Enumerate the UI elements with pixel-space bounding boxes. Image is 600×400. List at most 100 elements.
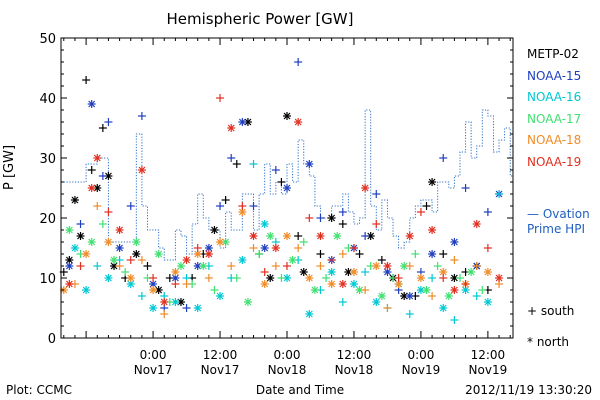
data-point-noaa-18 bbox=[216, 238, 225, 246]
plot-credit: Plot: CCMC bbox=[6, 383, 72, 397]
y-tick-label: 20 bbox=[39, 212, 56, 227]
x-tick-time-label: 0:00 bbox=[274, 348, 301, 362]
data-point-noaa-16 bbox=[405, 310, 414, 318]
legend-ovation-line1: — Ovation bbox=[527, 207, 590, 221]
data-point-noaa-18 bbox=[405, 262, 414, 270]
data-point-noaa-19 bbox=[338, 280, 347, 288]
data-point-noaa-16 bbox=[283, 274, 291, 282]
data-point-noaa-19 bbox=[439, 274, 448, 282]
y-tick-label: 50 bbox=[39, 32, 56, 47]
data-point-noaa-15 bbox=[87, 100, 96, 108]
data-point-noaa-18 bbox=[271, 262, 280, 270]
data-point-noaa-15 bbox=[461, 184, 470, 192]
data-point-noaa-19 bbox=[216, 94, 225, 102]
data-point-noaa-19 bbox=[495, 274, 504, 282]
data-point-noaa-19 bbox=[416, 208, 425, 216]
data-point-noaa-17 bbox=[132, 238, 141, 246]
data-point-noaa-16 bbox=[171, 298, 180, 306]
data-point-noaa-18 bbox=[472, 262, 481, 270]
data-point-noaa-18 bbox=[115, 262, 124, 270]
legend-north-marker: * north bbox=[527, 335, 570, 349]
data-point-metp-02 bbox=[338, 220, 347, 228]
data-point-noaa-19 bbox=[428, 226, 437, 234]
data-point-metp-02 bbox=[327, 214, 336, 222]
data-point-noaa-18 bbox=[260, 280, 269, 288]
data-point-noaa-19 bbox=[260, 268, 269, 276]
data-point-noaa-19 bbox=[87, 184, 96, 192]
data-point-noaa-15 bbox=[115, 244, 124, 252]
data-point-metp-02 bbox=[221, 196, 230, 204]
legend-entry-noaa-19: NOAA-19 bbox=[527, 154, 582, 169]
y-tick-label: 30 bbox=[39, 152, 56, 167]
data-point-noaa-16 bbox=[372, 298, 381, 306]
x-axis-label: Date and Time bbox=[255, 383, 345, 397]
x-tick-time-label: 12:00 bbox=[203, 348, 238, 362]
data-point-noaa-19 bbox=[461, 280, 470, 288]
data-point-noaa-16 bbox=[93, 262, 102, 270]
data-point-noaa-17 bbox=[299, 238, 308, 246]
data-point-noaa-15 bbox=[182, 304, 191, 312]
data-point-noaa-16 bbox=[327, 268, 336, 276]
legend-markers: + south * north bbox=[527, 296, 574, 358]
x-tick-time-label: 12:00 bbox=[471, 348, 506, 362]
data-point-metp-02 bbox=[143, 262, 152, 270]
data-point-noaa-18 bbox=[327, 280, 336, 288]
data-point-noaa-16 bbox=[450, 316, 459, 324]
data-point-noaa-19 bbox=[472, 220, 481, 228]
data-point-noaa-15 bbox=[305, 160, 314, 168]
data-point-noaa-17 bbox=[176, 262, 185, 270]
data-point-noaa-18 bbox=[294, 244, 303, 252]
data-point-noaa-18 bbox=[450, 256, 459, 264]
data-point-noaa-16 bbox=[472, 292, 481, 300]
data-point-noaa-17 bbox=[467, 268, 476, 276]
data-point-noaa-17 bbox=[154, 250, 163, 258]
data-point-noaa-18 bbox=[104, 238, 113, 246]
data-point-noaa-17 bbox=[455, 274, 464, 282]
data-point-noaa-19 bbox=[349, 244, 358, 252]
data-point-noaa-16 bbox=[82, 286, 91, 294]
data-point-noaa-16 bbox=[338, 298, 347, 306]
data-point-noaa-19 bbox=[249, 232, 258, 240]
data-point-noaa-15 bbox=[405, 292, 414, 300]
data-point-noaa-19 bbox=[361, 184, 370, 192]
data-point-metp-02 bbox=[428, 178, 437, 186]
data-point-noaa-18 bbox=[204, 274, 213, 282]
x-tick-time-label: 0:00 bbox=[140, 348, 167, 362]
data-point-noaa-19 bbox=[182, 256, 191, 264]
scatter-points bbox=[59, 58, 504, 324]
data-point-noaa-16 bbox=[495, 190, 504, 198]
data-point-metp-02 bbox=[439, 250, 448, 258]
data-point-noaa-15 bbox=[249, 202, 258, 210]
data-point-metp-02 bbox=[98, 124, 107, 132]
data-point-metp-02 bbox=[299, 268, 308, 276]
data-point-metp-02 bbox=[355, 250, 364, 258]
data-point-noaa-17 bbox=[322, 274, 331, 282]
data-point-noaa-15 bbox=[76, 220, 85, 228]
data-point-noaa-18 bbox=[126, 274, 135, 282]
data-point-noaa-15 bbox=[65, 262, 74, 270]
data-point-noaa-16 bbox=[70, 244, 79, 252]
data-point-noaa-15 bbox=[227, 154, 236, 162]
data-point-noaa-19 bbox=[327, 256, 336, 264]
data-point-noaa-18 bbox=[372, 262, 381, 270]
data-point-noaa-19 bbox=[193, 244, 202, 252]
x-tick-date-label: Nov19 bbox=[402, 363, 441, 377]
data-point-noaa-19 bbox=[171, 280, 180, 288]
data-point-metp-02 bbox=[232, 160, 241, 168]
data-point-noaa-19 bbox=[65, 280, 74, 288]
data-point-noaa-15 bbox=[283, 184, 291, 192]
data-point-noaa-19 bbox=[76, 262, 85, 270]
data-point-noaa-17 bbox=[255, 250, 264, 258]
data-point-noaa-17 bbox=[243, 298, 252, 306]
data-point-metp-02 bbox=[316, 250, 325, 258]
data-point-noaa-19 bbox=[405, 232, 414, 240]
data-point-noaa-17 bbox=[266, 232, 275, 240]
data-point-metp-02 bbox=[277, 178, 286, 186]
data-point-noaa-17 bbox=[121, 268, 130, 276]
data-point-metp-02 bbox=[422, 202, 431, 210]
data-point-noaa-15 bbox=[238, 118, 247, 126]
data-point-noaa-16 bbox=[216, 292, 225, 300]
data-point-noaa-15 bbox=[361, 232, 370, 240]
data-point-noaa-17 bbox=[110, 256, 119, 264]
